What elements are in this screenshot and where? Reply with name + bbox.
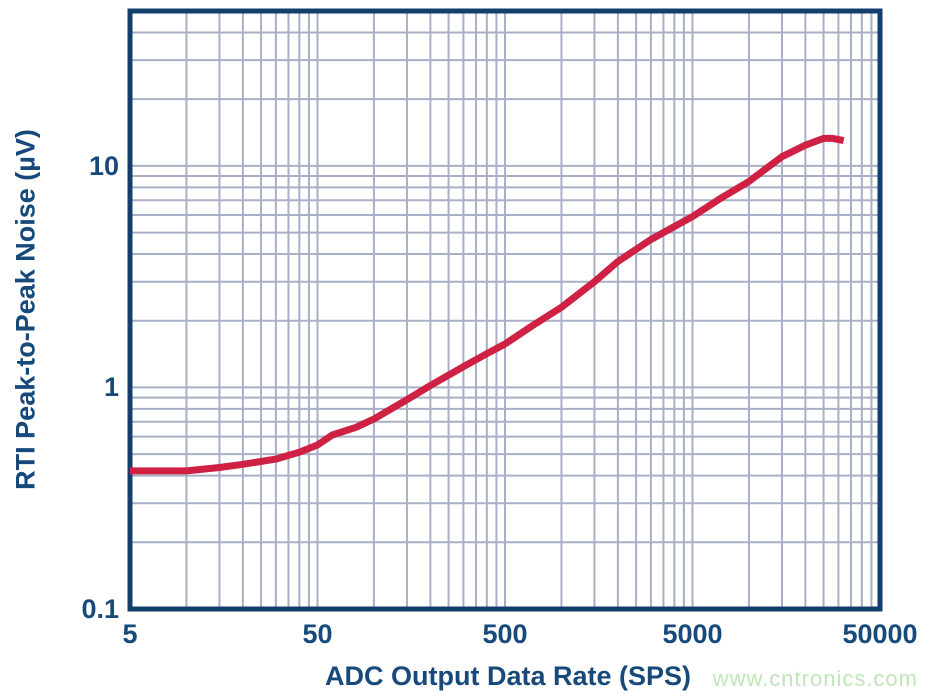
y-tick-label: 0.1 xyxy=(81,594,119,624)
watermark: www.cntronics.com xyxy=(712,666,918,691)
x-axis-title: ADC Output Data Rate (SPS) xyxy=(324,661,692,691)
y-tick-label: 10 xyxy=(88,150,119,181)
x-tick-label: 500 xyxy=(482,619,528,649)
x-tick-label: 5000 xyxy=(662,619,723,649)
noise-curve xyxy=(130,134,845,475)
x-tick-label: 50000 xyxy=(842,619,918,649)
plot-border xyxy=(127,8,883,612)
x-tick-label: 50 xyxy=(302,619,333,649)
y-tick-label: 1 xyxy=(103,372,119,403)
x-tick-label: 5 xyxy=(122,619,138,649)
